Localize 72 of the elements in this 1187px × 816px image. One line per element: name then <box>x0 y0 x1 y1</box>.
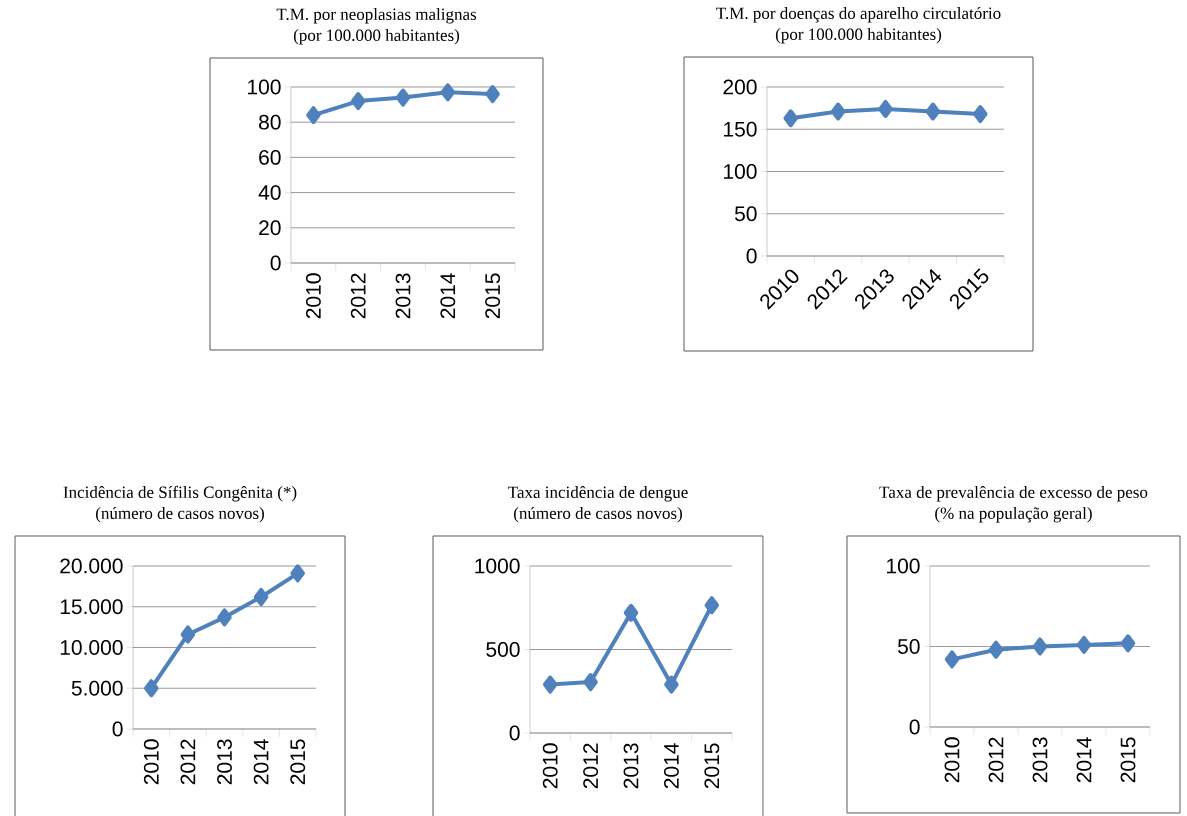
y-tick-label: 100 <box>724 164 757 179</box>
y-tick-label: 1000 <box>475 558 520 574</box>
x-tick-label: 2015 <box>290 739 306 785</box>
chart-subtitle: (número de casos novos) <box>96 507 264 523</box>
point <box>180 625 196 644</box>
point <box>704 596 720 615</box>
point <box>583 673 598 692</box>
x-tick-label: 2010 <box>143 739 159 785</box>
chart-title: T.M. por doenças do aparelho circulatório <box>716 7 1001 23</box>
point <box>440 83 456 102</box>
point <box>988 640 1004 659</box>
x-tick-label: 2012 <box>180 739 196 785</box>
point <box>217 608 232 627</box>
y-tick-label: 0 <box>909 719 920 735</box>
y-tick-label: 20.000 <box>60 558 123 574</box>
point <box>350 92 366 111</box>
y-tick-label: 10.000 <box>60 640 123 655</box>
x-tick-label: 2013 <box>1032 737 1048 783</box>
point <box>253 587 269 606</box>
x-tick-label: 2010 <box>944 737 960 783</box>
chart-title: Taxa incidência de dengue <box>508 486 688 502</box>
point <box>306 106 321 125</box>
x-tick-label: 2012 <box>350 273 366 319</box>
x-tick-label: 2012 <box>988 737 1004 783</box>
point <box>144 679 159 698</box>
chart-title: Incidência de Sífilis Congênita (*) <box>63 485 297 502</box>
y-tick-label: 60 <box>259 149 281 165</box>
chart-subtitle: (por 100.000 habitantes) <box>293 29 460 45</box>
x-tick-label: 2015 <box>485 273 501 319</box>
y-tick-label: 40 <box>258 185 281 201</box>
point <box>1076 635 1092 654</box>
chart-title: T.M. por neoplasias malignas <box>276 8 477 24</box>
y-tick-label: 20 <box>259 220 281 236</box>
y-tick-label: 50 <box>734 206 757 222</box>
x-tick-label: 2013 <box>217 739 232 785</box>
x-tick-label: 2012 <box>583 743 599 789</box>
point <box>290 564 305 583</box>
x-tick-label: 2015 <box>704 743 720 789</box>
chart-title: Taxa de prevalência de excesso de peso <box>879 485 1148 502</box>
y-tick-label: 150 <box>724 121 757 137</box>
x-tick-label: 2014 <box>1076 737 1092 783</box>
point <box>664 675 679 694</box>
x-tick-label: 2014 <box>253 739 269 785</box>
x-tick-label: 2010 <box>542 743 558 789</box>
y-tick-label: 15.000 <box>60 599 123 615</box>
y-tick-label: 0 <box>270 255 281 271</box>
point <box>485 85 500 104</box>
point <box>1120 634 1136 653</box>
chart-subtitle: (% na população geral) <box>935 506 1092 523</box>
x-tick-label: 2013 <box>623 743 639 789</box>
y-tick-label: 0 <box>746 248 757 264</box>
y-tick-label: 100 <box>887 558 920 574</box>
y-tick-label: 100 <box>248 79 281 95</box>
chart-subtitle: (por 100.000 habitantes) <box>775 28 942 44</box>
point <box>542 675 558 694</box>
x-tick-label: 2010 <box>305 273 321 319</box>
x-tick-label: 2015 <box>1120 737 1136 783</box>
x-tick-label: 2014 <box>440 273 456 319</box>
x-tick-label: 2014 <box>663 743 679 789</box>
y-tick-label: 500 <box>486 642 520 657</box>
x-tick-label: 2013 <box>395 273 411 319</box>
point <box>623 603 639 622</box>
y-tick-label: 0 <box>509 725 520 741</box>
y-tick-label: 80 <box>259 114 281 130</box>
y-tick-label: 0 <box>112 721 123 737</box>
y-tick-label: 5.000 <box>71 680 123 696</box>
point <box>1032 637 1048 656</box>
point <box>395 88 411 107</box>
y-tick-label: 50 <box>897 639 920 654</box>
y-tick-label: 200 <box>723 79 757 95</box>
chart-subtitle: (número de casos novos) <box>514 507 682 523</box>
point <box>944 650 960 669</box>
